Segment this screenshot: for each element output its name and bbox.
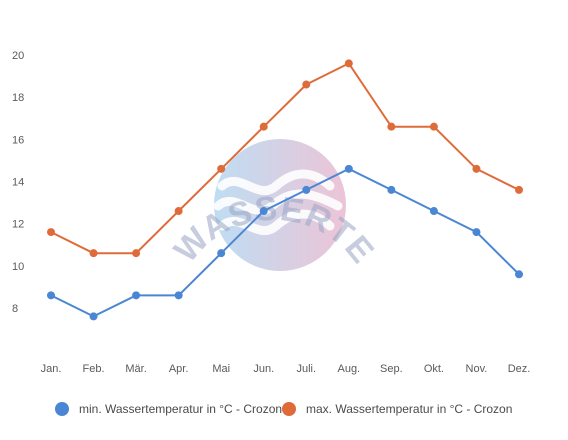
data-point[interactable] bbox=[259, 207, 268, 216]
data-point[interactable] bbox=[47, 291, 55, 300]
y-axis-tick-labels: 8 10 12 14 16 18 20 bbox=[12, 50, 24, 315]
data-point[interactable] bbox=[344, 59, 353, 68]
data-point[interactable] bbox=[132, 291, 141, 300]
data-point[interactable] bbox=[472, 164, 481, 173]
y-tick-label: 8 bbox=[12, 303, 18, 315]
legend[interactable]: min. Wassertemperatur in °C - Crozon max.… bbox=[55, 402, 512, 416]
series-min bbox=[47, 164, 523, 321]
x-axis-tick-labels: Jan. Feb. Mär. Apr. Mai Jun. Juli. Aug. Sep. Okt.… bbox=[41, 363, 531, 375]
x-tick-label: Sep. bbox=[380, 363, 403, 375]
data-point[interactable] bbox=[89, 312, 98, 321]
legend-label: min. Wassertemperatur in °C - Crozon bbox=[79, 402, 282, 416]
data-point[interactable] bbox=[302, 185, 311, 194]
x-tick-label: Aug. bbox=[337, 363, 360, 375]
data-point[interactable] bbox=[429, 207, 438, 216]
legend-item[interactable]: min. Wassertemperatur in °C - Crozon bbox=[55, 402, 282, 416]
data-point[interactable] bbox=[174, 207, 183, 216]
x-tick-label: Juli. bbox=[296, 363, 316, 375]
y-tick-label: 14 bbox=[12, 177, 24, 189]
y-tick-label: 12 bbox=[12, 219, 24, 231]
x-tick-label: Jan. bbox=[41, 363, 62, 375]
x-tick-label: Mai bbox=[212, 363, 230, 375]
data-point[interactable] bbox=[132, 249, 141, 258]
x-tick-label: Dez. bbox=[508, 363, 531, 375]
x-tick-label: Jun. bbox=[253, 363, 274, 375]
data-point[interactable] bbox=[89, 249, 98, 258]
x-tick-label: Okt. bbox=[424, 363, 444, 375]
legend-marker-icon bbox=[55, 402, 69, 416]
data-point[interactable] bbox=[387, 122, 396, 131]
x-tick-label: Feb. bbox=[83, 363, 105, 375]
series-line bbox=[50, 62, 520, 255]
data-point[interactable] bbox=[259, 122, 268, 131]
y-tick-label: 16 bbox=[12, 134, 24, 146]
y-tick-label: 18 bbox=[12, 92, 24, 104]
data-point[interactable] bbox=[302, 80, 311, 89]
x-tick-label: Mär. bbox=[125, 363, 146, 375]
y-tick-label: 20 bbox=[12, 50, 24, 62]
data-point[interactable] bbox=[515, 185, 523, 194]
y-tick-label: 10 bbox=[12, 261, 24, 273]
data-point[interactable] bbox=[217, 164, 226, 173]
watermark-text: WASSERTEMPERATUR.ORG bbox=[0, 0, 382, 271]
data-point[interactable] bbox=[429, 122, 438, 131]
watermark-logo: WASSERTEMPERATUR.ORG bbox=[0, 0, 382, 271]
data-point[interactable] bbox=[387, 185, 396, 194]
data-point[interactable] bbox=[174, 291, 183, 300]
legend-label: max. Wassertemperatur in °C - Crozon bbox=[306, 402, 512, 416]
x-tick-label: Nov. bbox=[466, 363, 488, 375]
legend-marker-icon bbox=[282, 402, 296, 416]
data-point[interactable] bbox=[47, 228, 55, 237]
data-point[interactable] bbox=[515, 270, 523, 279]
data-point[interactable] bbox=[472, 228, 481, 237]
series-layer bbox=[47, 59, 523, 321]
legend-item[interactable]: max. Wassertemperatur in °C - Crozon bbox=[282, 402, 512, 416]
x-tick-label: Apr. bbox=[169, 363, 189, 375]
data-point[interactable] bbox=[344, 164, 353, 173]
series-max bbox=[47, 59, 523, 258]
data-point[interactable] bbox=[217, 249, 226, 258]
series-line bbox=[50, 167, 520, 318]
